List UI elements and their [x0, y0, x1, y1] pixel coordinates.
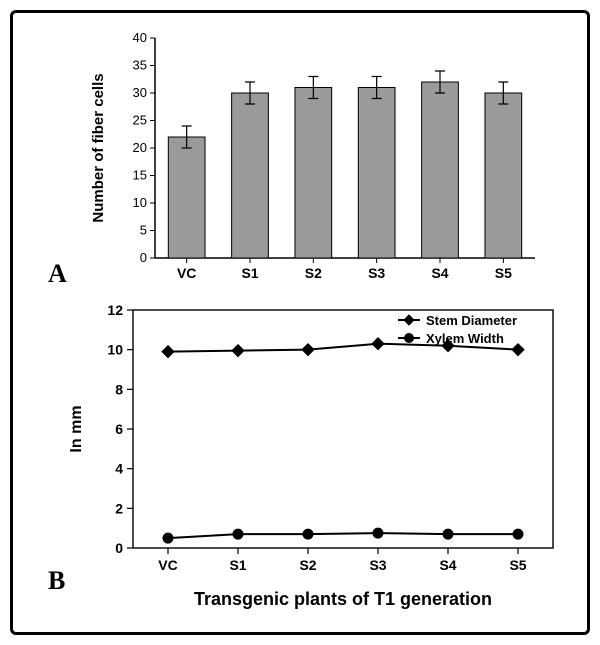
svg-text:25: 25 [133, 113, 147, 128]
svg-text:S1: S1 [241, 265, 258, 281]
svg-text:S2: S2 [299, 557, 316, 573]
bar-chart-svg: 0 5 10 15 20 25 30 35 40 VC S1 S2 S3 S4 S5 Number of fi… [83, 28, 553, 288]
svg-text:8: 8 [115, 381, 123, 397]
svg-text:2: 2 [115, 500, 123, 516]
svg-text:In mm: In mm [68, 405, 85, 452]
svg-text:12: 12 [107, 302, 123, 318]
svg-text:5: 5 [140, 223, 147, 238]
svg-text:Xylem Width: Xylem Width [426, 331, 504, 346]
line-chart-svg: 0 2 4 6 8 10 12 VC S1 S2 S3 S4 S5 Stem Diameter Xylem … [43, 298, 573, 623]
figure-container: 0510152025303540VCS1S2S3S4S5Number of fi… [0, 0, 600, 645]
svg-text:Stem Diameter: Stem Diameter [426, 313, 517, 328]
svg-text:10: 10 [133, 195, 147, 210]
svg-text:S1: S1 [229, 557, 246, 573]
svg-text:S4: S4 [439, 557, 456, 573]
svg-text:S5: S5 [509, 557, 526, 573]
svg-text:4: 4 [115, 461, 123, 477]
panel-b-chart: 0 2 4 6 8 10 12 VC S1 S2 S3 S4 S5 Stem Diameter Xylem … [43, 298, 573, 623]
panel-a-chart: 0 5 10 15 20 25 30 35 40 VC S1 S2 S3 S4 S5 Number of fi… [83, 28, 553, 288]
svg-text:Number of fiber cells: Number of fiber cells [90, 73, 107, 222]
svg-text:20: 20 [133, 140, 147, 155]
figure-frame: 0510152025303540VCS1S2S3S4S5Number of fi… [10, 10, 590, 635]
svg-text:Transgenic plants of T1 genera: Transgenic plants of T1 generation [194, 589, 492, 609]
svg-text:35: 35 [133, 58, 147, 73]
svg-text:0: 0 [115, 540, 123, 556]
svg-text:VC: VC [177, 265, 196, 281]
svg-text:0: 0 [140, 250, 147, 265]
svg-text:VC: VC [158, 557, 177, 573]
svg-text:10: 10 [107, 342, 123, 358]
panel-b-label: B [48, 566, 65, 596]
panel-a-label: A [48, 259, 67, 289]
svg-text:S5: S5 [495, 265, 512, 281]
svg-text:S3: S3 [368, 265, 385, 281]
svg-text:40: 40 [133, 30, 147, 45]
svg-text:15: 15 [133, 168, 147, 183]
svg-text:S3: S3 [369, 557, 386, 573]
svg-text:S2: S2 [305, 265, 322, 281]
svg-text:S4: S4 [431, 265, 448, 281]
svg-text:30: 30 [133, 85, 147, 100]
svg-text:6: 6 [115, 421, 123, 437]
